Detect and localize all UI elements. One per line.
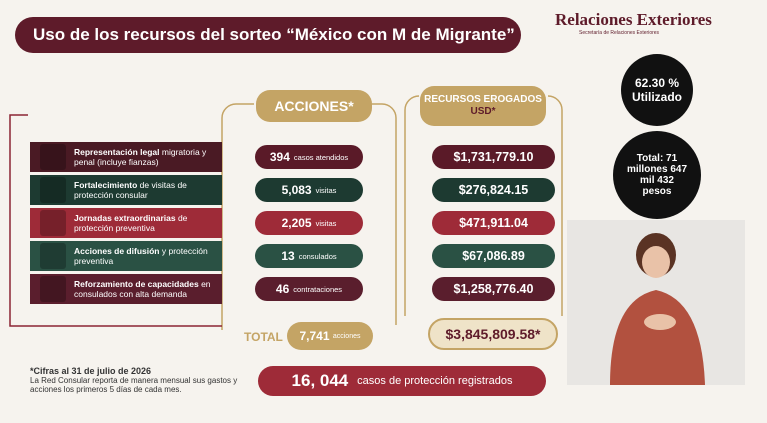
total-acciones-unit: acciones (332, 332, 361, 340)
recursos-header: RECURSOS EROGADOS USD* (420, 86, 546, 126)
label-text: Jornadas extraordinarias de protección p… (74, 213, 222, 233)
logo-subtitle: Secretaría de Relaciones Exteriores (579, 30, 660, 36)
cases-label: casos de protección registrados (357, 375, 513, 387)
label-bold: Acciones de difusión (74, 246, 160, 256)
acciones-unit: visitas (315, 185, 337, 195)
label-rest: en consulados con alta demanda (74, 279, 211, 299)
total-acciones: 7,741 acciones (287, 322, 373, 350)
acciones-unit: casos atendidos (293, 152, 349, 162)
label-bold: Representación legal (74, 147, 160, 157)
recursos-pill: $471,911.04 (432, 211, 555, 235)
total-acciones-number: 7,741 (299, 329, 330, 343)
recursos-pill: $276,824.15 (432, 178, 555, 202)
logo-text: Relaciones Exteriores (555, 10, 712, 29)
label-rest: y protección preventiva (74, 246, 208, 266)
row-label: Reforzamiento de capacidades en consulad… (30, 274, 222, 304)
icon (40, 144, 66, 170)
label-text: Reforzamiento de capacidades en consulad… (74, 279, 222, 299)
acciones-number: 394 (269, 150, 290, 164)
icon (40, 177, 66, 203)
percent-label: Utilizado (632, 90, 682, 104)
recursos-pill: $1,731,779.10 (432, 145, 555, 169)
recursos-unit: USD* (470, 106, 496, 117)
acciones-header: ACCIONES* (256, 90, 372, 122)
footnote: *Cifras al 31 de julio de 2026 La Red Co… (30, 366, 255, 394)
label-rest: migratoria y penal (incluye fianzas) (74, 147, 207, 167)
acciones-number: 13 (281, 249, 295, 263)
label-rest: de protección preventiva (74, 213, 188, 233)
row-label: Representación legal migratoria y penal … (30, 142, 222, 172)
acciones-pill: 2,205 visitas (255, 211, 363, 235)
total-label: TOTAL (244, 330, 283, 344)
label-text: Acciones de difusión y protección preven… (74, 246, 222, 266)
acciones-pill: 394 casos atendidos (255, 145, 363, 169)
total-circle: Total: 71 millones 647 mil 432 pesos (613, 131, 701, 219)
recursos-pill: $67,086.89 (432, 244, 555, 268)
row-label: Fortalecimiento de visitas de protección… (30, 175, 222, 205)
acciones-number: 46 (275, 282, 290, 296)
label-text: Fortalecimiento de visitas de protección… (74, 180, 222, 200)
acciones-unit: visitas (315, 218, 337, 228)
acciones-unit: contrataciones (293, 284, 343, 294)
cases-pill: 16, 044 casos de protección registrados (258, 366, 546, 396)
footnote-date: *Cifras al 31 de julio de 2026 (30, 366, 152, 376)
acciones-pill: 5,083 visitas (255, 178, 363, 202)
label-bold: Jornadas extraordinarias (74, 213, 176, 223)
acciones-number: 5,083 (281, 183, 312, 197)
label-bold: Fortalecimiento (74, 180, 138, 190)
icon (40, 210, 66, 236)
acciones-number: 2,205 (281, 216, 312, 230)
icon (40, 243, 66, 269)
acciones-unit: consulados (298, 251, 337, 261)
cases-number: 16, 044 (291, 371, 349, 390)
icon (40, 276, 66, 302)
recursos-pill: $1,258,776.40 (432, 277, 555, 301)
row-label: Acciones de difusión y protección preven… (30, 241, 222, 271)
percent-circle: 62.30 % Utilizado (621, 54, 693, 126)
acciones-pill: 46 contrataciones (255, 277, 363, 301)
recursos-header-text: RECURSOS EROGADOS (424, 94, 542, 105)
label-text: Representación legal migratoria y penal … (74, 147, 222, 167)
percent: 62.30 % (634, 76, 680, 90)
footnote-text: La Red Consular reporta de manera mensua… (30, 376, 238, 394)
title: Uso de los recursos del sorteo “México c… (15, 17, 521, 53)
label-bold: Reforzamiento de capacidades (74, 279, 199, 289)
acciones-pill: 13 consulados (255, 244, 363, 268)
label-rest: de visitas de protección consular (74, 180, 187, 200)
logo: Relaciones Exteriores Secretaría de Rela… (555, 10, 712, 36)
row-label: Jornadas extraordinarias de protección p… (30, 208, 222, 238)
total-recursos: $3,845,809.58* (428, 318, 558, 350)
